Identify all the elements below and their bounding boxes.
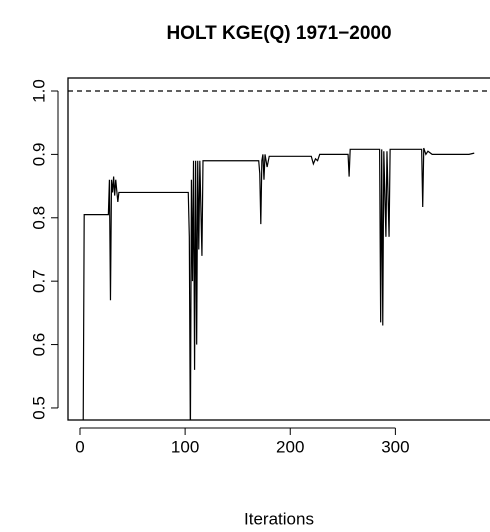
x-tick-label: 100 [171, 437, 199, 456]
data-line [82, 147, 475, 420]
chart-title: HOLT KGE(Q) 1971−2000 [166, 23, 391, 44]
x-tick-label: 0 [75, 437, 84, 456]
x-axis-label: Iterations [244, 509, 314, 528]
y-tick-label: 0.8 [29, 206, 48, 230]
y-tick-label: 1.0 [29, 79, 48, 103]
x-tick-label: 300 [381, 437, 409, 456]
y-tick-label: 0.5 [29, 396, 48, 420]
y-tick-label: 0.6 [29, 333, 48, 357]
y-tick-label: 0.9 [29, 143, 48, 167]
plot-area [68, 90, 490, 420]
y-tick-label: 0.7 [29, 269, 48, 293]
x-tick-label: 200 [276, 437, 304, 456]
plot-frame [67, 77, 490, 421]
